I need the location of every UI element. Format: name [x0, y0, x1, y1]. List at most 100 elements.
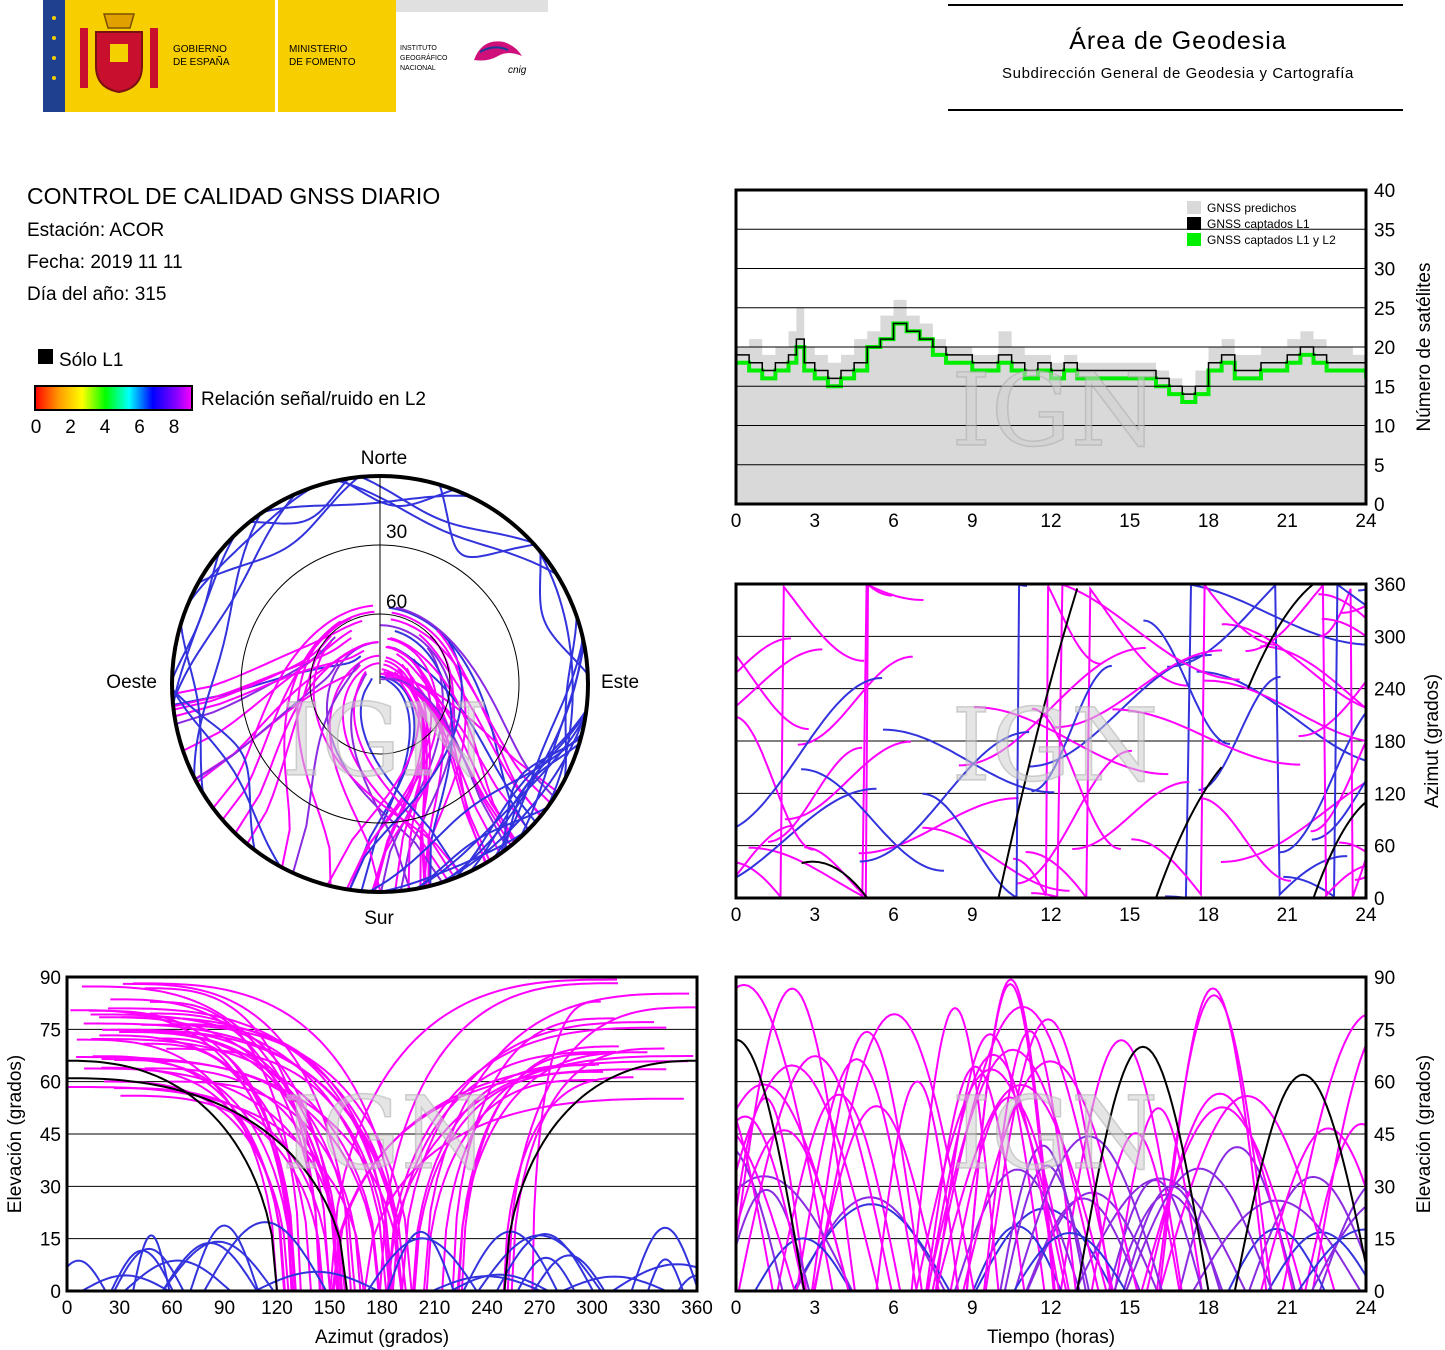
- low-track: [161, 1241, 258, 1291]
- x-tick-label: 15: [1119, 1298, 1140, 1319]
- elevation-time-frame: [734, 975, 1368, 1293]
- x-tick-label: 210: [419, 1298, 451, 1319]
- ministerio-logo-box: [278, 0, 396, 112]
- sky-track: [457, 1045, 619, 1291]
- y-tick-label: 15: [1374, 377, 1395, 398]
- legend-entry: GNSS predichos: [1207, 201, 1296, 215]
- azimuth-track-l1: [1246, 584, 1315, 690]
- elevation-track: [1003, 1164, 1090, 1291]
- elevation-track: [925, 1065, 1026, 1291]
- low-track: [67, 1259, 107, 1291]
- elevation-track: [910, 1007, 1000, 1291]
- azimuth-track: [1341, 604, 1366, 614]
- x-tick-label: 15: [1119, 905, 1140, 926]
- polar-low-track: [535, 546, 574, 810]
- x-tick-label: 270: [524, 1298, 556, 1319]
- elevation-track: [737, 1055, 893, 1291]
- polar-track: [393, 671, 502, 855]
- elevation-track: [1248, 1175, 1366, 1291]
- snr-tick-label: 2: [65, 417, 76, 438]
- low-track: [477, 1234, 602, 1291]
- elevation-track: [1155, 994, 1273, 1291]
- azimuth-track: [736, 648, 823, 708]
- polar-track: [359, 677, 462, 877]
- low-track: [495, 1232, 594, 1291]
- x-tick-label: 0: [62, 1298, 73, 1319]
- elevation-track-l1: [1233, 1073, 1366, 1291]
- elevation-time-ylabel: Elevación (grados): [1414, 1055, 1435, 1213]
- polar-track: [194, 664, 362, 780]
- station-label: Estación: ACOR: [27, 220, 164, 241]
- elevation-track: [736, 1129, 850, 1291]
- sky-track: [386, 1055, 694, 1291]
- ring-label-60: 60: [386, 592, 407, 613]
- elevation-track: [1281, 1013, 1366, 1291]
- cnig-logo-icon: [474, 41, 522, 61]
- x-tick-label: 21: [1277, 905, 1298, 926]
- y-tick-label: 10: [1374, 417, 1395, 438]
- sky-track: [144, 1067, 344, 1291]
- sky-track: [119, 1031, 340, 1291]
- x-tick-label: 21: [1277, 1298, 1298, 1319]
- azimuth-track: [958, 647, 1146, 767]
- y-tick-label: 0: [1374, 889, 1385, 910]
- sky-track: [149, 1012, 338, 1291]
- azimuth-track: [736, 653, 809, 730]
- x-tick-label: 3: [809, 1298, 820, 1319]
- legend-swatch: [1187, 233, 1201, 246]
- polar-low-track: [441, 636, 584, 884]
- x-tick-label: 300: [576, 1298, 608, 1319]
- polar-track: [345, 637, 439, 890]
- azimuth-track: [1167, 584, 1348, 897]
- x-tick-label: 18: [1198, 905, 1219, 926]
- polar-track: [418, 633, 542, 817]
- satellites-chart: 0 5 10 15 20 25 30 35 40 0 3 6 9 12 15 18 21 24 Número de…: [731, 181, 1435, 532]
- azimuth-track: [1311, 778, 1366, 841]
- polar-track: [436, 629, 552, 804]
- y-tick-label: 30: [40, 1177, 61, 1198]
- azimuth-track: [1279, 710, 1366, 854]
- sky-track: [329, 978, 618, 1291]
- x-tick-label: 120: [261, 1298, 293, 1319]
- x-tick-label: 6: [888, 1298, 899, 1319]
- y-tick-label: 360: [1374, 575, 1406, 596]
- azimuth-track: [1031, 664, 1112, 793]
- polar-track: [412, 658, 518, 842]
- elevation-azimuth-ylabel: Elevación (grados): [5, 1055, 26, 1213]
- snr-tick-label: 8: [169, 417, 180, 438]
- instituto-line3: NACIONAL: [400, 65, 436, 72]
- polar-track: [194, 658, 340, 781]
- elevation-track-l1: [1076, 1045, 1210, 1291]
- y-tick-label: 60: [1374, 837, 1395, 858]
- x-tick-label: 150: [314, 1298, 346, 1319]
- polar-track: [348, 645, 433, 891]
- y-tick-label: 20: [1374, 338, 1395, 359]
- elevation-track: [1122, 1185, 1221, 1291]
- polar-skyplot: Norte Sur Este Oeste 30 60: [106, 448, 639, 929]
- series-l1-l2: [736, 321, 1366, 404]
- elevation-track: [965, 982, 1055, 1291]
- sky-track: [391, 1050, 616, 1291]
- area-title: Área de Geodesia: [1069, 26, 1287, 55]
- x-tick-label: 18: [1198, 511, 1219, 532]
- elevation-azimuth-chart: 0 15 30 45 60 75 90 0 30 60 90 120 150 180 210 240 270 30…: [5, 968, 713, 1348]
- azimuth-track: [1260, 645, 1366, 710]
- azimuth-track: [736, 637, 792, 675]
- sky-track: [169, 1023, 392, 1291]
- polar-low-track: [336, 479, 558, 576]
- y-tick-label: 90: [1374, 968, 1395, 989]
- azimuth-track: [1245, 584, 1366, 898]
- legend-swatch: [1187, 217, 1201, 230]
- y-tick-label: 0: [1374, 1282, 1385, 1303]
- instituto-line2: GEOGRÁFICO: [400, 53, 448, 62]
- x-tick-label: 180: [366, 1298, 398, 1319]
- x-tick-label: 360: [681, 1298, 713, 1319]
- snr-tick-label: 0: [31, 417, 42, 438]
- azimuth-ylabel: Azimut (grados): [1422, 674, 1443, 808]
- azimuth-track: [748, 584, 924, 898]
- x-tick-label: 0: [731, 1298, 742, 1319]
- elevation-track: [1013, 1231, 1127, 1291]
- sky-track: [122, 982, 352, 1291]
- elevation-azimuth-xlabel: Azimut (grados): [315, 1327, 449, 1348]
- y-tick-label: 60: [40, 1073, 61, 1094]
